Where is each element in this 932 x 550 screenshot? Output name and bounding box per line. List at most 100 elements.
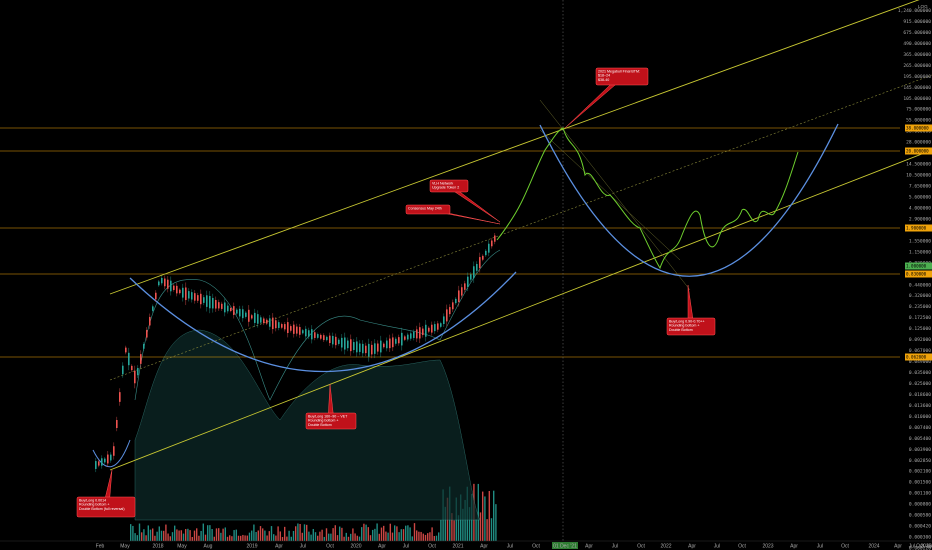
candle-body — [194, 293, 196, 301]
channel-mid — [109, 74, 932, 381]
x-tick-label: Oct — [532, 544, 540, 550]
y-tick-label: 0.002850 — [909, 458, 931, 464]
y-tick-label: 0.440000 — [909, 282, 931, 288]
candle-body — [290, 326, 292, 331]
candle-body — [101, 458, 103, 466]
volume-bar — [297, 523, 299, 541]
callout-text: Rounding bottom + — [669, 324, 699, 328]
y-tick-label: 1.150000 — [909, 249, 931, 255]
scale-label[interactable]: LOG — [918, 4, 928, 9]
candle-body — [485, 250, 487, 256]
volume-bar — [224, 527, 226, 541]
y-tick-label: 265.000000 — [903, 63, 931, 69]
x-tick-label: 2023 — [762, 544, 773, 550]
candle-body — [380, 340, 382, 353]
price-tag-label: 0.062000 — [906, 355, 927, 360]
candle-body — [446, 309, 448, 322]
candle-body — [134, 370, 136, 384]
volume-bar — [215, 528, 218, 541]
volume-bar — [213, 536, 215, 541]
volume-bar — [286, 536, 288, 541]
x-tick-label: Jul — [909, 544, 915, 550]
x-tick-label: Oct — [916, 544, 924, 550]
x-tick-label: Jul — [714, 544, 720, 550]
volume-bar — [180, 530, 182, 541]
volume-bar — [312, 528, 314, 541]
callout-text: Rounding bottom + — [79, 503, 109, 507]
y-tick-label: 0.018600 — [909, 392, 931, 398]
candle-body — [491, 240, 493, 247]
volume-bar — [178, 530, 180, 541]
candle-body — [434, 324, 436, 332]
volume-bar — [361, 527, 363, 541]
volume-bar — [268, 531, 270, 541]
candle-body — [323, 335, 325, 341]
candle-body — [251, 315, 253, 319]
y-tick-label: 0.125000 — [909, 326, 931, 332]
candle-body — [146, 330, 148, 338]
candle-body — [389, 338, 391, 349]
callout-text: VLH Network — [432, 182, 453, 186]
price-tag — [905, 147, 932, 155]
callout-text: Double Bottom — [669, 328, 693, 332]
callout-text: Upgrade Token 2 — [432, 186, 459, 190]
candle-body — [344, 337, 346, 350]
volume-bar — [169, 536, 171, 541]
candle-body — [293, 324, 295, 334]
candle-body — [494, 235, 496, 242]
candle-body — [326, 336, 328, 341]
volume-bar — [424, 534, 427, 541]
volume-bar — [407, 525, 409, 541]
candle-body — [224, 302, 226, 313]
y-tick-label: 0.320000 — [909, 293, 931, 299]
volume-bar — [220, 532, 222, 541]
volume-bar — [420, 531, 422, 541]
candle-body — [167, 279, 169, 289]
y-tick-label: 0.025000 — [909, 381, 931, 387]
candle-body — [305, 328, 307, 337]
y-tick-label: 0.000800 — [909, 502, 931, 508]
volume-bar — [189, 530, 191, 541]
y-tick-label: 0.000580 — [909, 513, 931, 519]
x-tick-label: Apr — [926, 544, 932, 550]
callout-box — [595, 67, 649, 86]
volume-bar — [391, 532, 394, 541]
y-tick-label: 2.900000 — [909, 216, 931, 222]
candle-body — [296, 326, 298, 334]
y-tick-label: 145.000000 — [903, 85, 931, 91]
y-tick-label: 55.000000 — [906, 118, 931, 124]
volume-bar — [400, 529, 402, 541]
volume-bar — [332, 528, 334, 541]
price-tag-label: 38.000000 — [906, 126, 929, 131]
candle-body — [461, 287, 463, 296]
candle-body — [353, 342, 355, 351]
volume-bar — [323, 536, 325, 541]
volume-bar — [202, 523, 204, 541]
volume-bar — [284, 526, 286, 541]
candle-body — [455, 298, 457, 304]
candle-body — [263, 318, 265, 324]
volume-bar — [429, 532, 431, 541]
y-tick-label: 0.067000 — [909, 348, 931, 354]
volume-bar — [402, 529, 405, 541]
x-tick-label: Aug — [204, 544, 213, 550]
candle-body — [98, 461, 100, 466]
volume-bar — [358, 536, 361, 541]
callout-text: Double Bottom (full reversal) — [79, 507, 125, 511]
candle-body — [149, 316, 151, 326]
candle-body — [356, 341, 358, 353]
projection-line — [496, 127, 799, 270]
volume-bar — [314, 532, 317, 541]
candle-body — [269, 318, 271, 327]
volume-bar — [288, 530, 290, 541]
candle-body — [200, 293, 202, 305]
callout-text: Buy/Long 0.0014 — [79, 499, 106, 503]
volume-bar — [394, 525, 396, 541]
callout-box — [76, 496, 136, 518]
volume-bar — [495, 504, 497, 541]
volume-bar — [185, 529, 187, 541]
candle-body — [233, 306, 235, 315]
volume-bar — [367, 527, 369, 541]
y-tick-label: 5.600000 — [909, 194, 931, 200]
